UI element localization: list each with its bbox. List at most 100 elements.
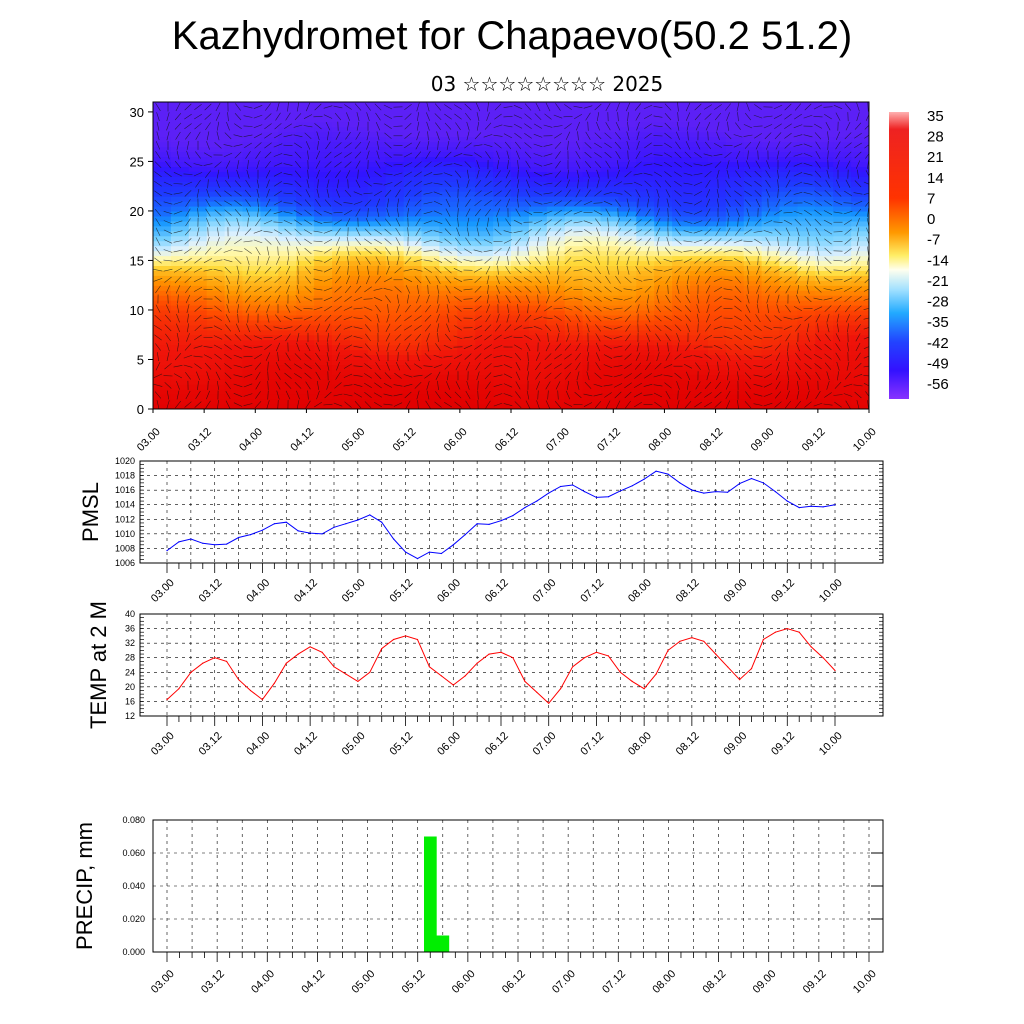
x-tick-label: 05.00: [339, 426, 367, 454]
heatmap-cell: [188, 354, 208, 361]
wind-barb: [803, 153, 813, 157]
heatmap-cell: [528, 126, 548, 133]
wind-barb: [426, 333, 430, 342]
wind-barb: [566, 380, 570, 390]
wind-barb: [465, 199, 471, 207]
wind-barb: [674, 305, 682, 312]
wind-barb: [173, 258, 183, 263]
wind-barb: [824, 257, 832, 264]
wind-barb: [693, 163, 703, 166]
wind-barb: [623, 288, 633, 291]
heatmap-cell: [349, 126, 369, 133]
heatmap-cell: [690, 305, 709, 311]
heatmap-cell: [439, 121, 458, 128]
wind-barb: [775, 381, 781, 390]
wind-barb: [784, 276, 792, 283]
wind-barb: [476, 217, 480, 227]
heatmap-cell: [600, 225, 619, 232]
heatmap-cell: [206, 131, 226, 138]
wind-barb: [806, 285, 810, 294]
wind-barb: [745, 304, 751, 313]
heatmap-cell: [851, 379, 869, 385]
wind-barb: [834, 381, 842, 389]
heatmap-cell: [600, 334, 619, 341]
heatmap-cell: [833, 225, 852, 232]
heatmap-cell: [421, 245, 440, 252]
heatmap-cell: [260, 240, 279, 247]
wind-barb: [373, 183, 383, 185]
heatmap-cell: [439, 235, 458, 242]
wind-barb: [856, 246, 860, 256]
heatmap-cell: [851, 319, 869, 326]
heatmap-cell: [815, 285, 834, 291]
heatmap-cell: [582, 354, 602, 361]
heatmap-cell: [153, 102, 172, 108]
heatmap-cell: [457, 215, 476, 222]
heatmap-cell: [188, 245, 208, 252]
heatmap-cell: [153, 191, 172, 197]
heatmap-cell: [582, 126, 602, 133]
heatmap-cell: [170, 359, 190, 366]
heatmap-cell: [367, 131, 387, 138]
heatmap-cell: [403, 290, 423, 296]
heatmap-cell: [475, 270, 494, 276]
heatmap-cell: [421, 285, 440, 291]
wind-barb: [716, 169, 720, 179]
heatmap-cell: [493, 394, 512, 400]
heatmap-cell: [725, 181, 745, 187]
wind-barb: [313, 220, 323, 224]
wind-barb: [486, 294, 490, 304]
heatmap-cell: [188, 136, 208, 143]
wind-barb: [856, 236, 860, 246]
heatmap-cell: [153, 319, 172, 326]
wind-barb: [245, 304, 251, 313]
heatmap-cell: [224, 374, 244, 380]
heatmap-cell: [743, 300, 763, 306]
wind-barb: [375, 362, 381, 371]
heatmap-cell: [153, 344, 172, 351]
wind-barb: [774, 285, 782, 293]
heatmap-cell: [690, 300, 709, 306]
heatmap-cell: [457, 191, 476, 197]
heatmap-cell: [385, 136, 405, 143]
heatmap-cell: [815, 344, 834, 351]
heatmap-cell: [332, 280, 351, 286]
wind-barb: [744, 314, 752, 322]
wind-barb: [575, 362, 581, 371]
heatmap-cell: [260, 186, 279, 192]
heatmap-cell: [618, 245, 637, 252]
wind-barb: [307, 150, 309, 160]
wind-barb: [523, 327, 533, 329]
heatmap-cell: [725, 285, 745, 291]
heatmap-cell: [332, 186, 351, 192]
heatmap-cell: [779, 235, 798, 242]
wind-barb: [406, 246, 410, 256]
wind-barb: [843, 383, 853, 388]
heatmap-cell: [170, 186, 190, 192]
heatmap-cell: [439, 215, 458, 222]
heatmap-cell: [636, 210, 655, 217]
heatmap-cell: [797, 156, 816, 163]
heatmap-cell: [349, 364, 369, 370]
wind-barb: [205, 208, 211, 217]
wind-barb: [464, 353, 472, 360]
heatmap-cell: [725, 131, 745, 138]
heatmap-cell: [170, 290, 190, 296]
heatmap-cell: [439, 205, 458, 212]
wind-barb: [273, 229, 283, 235]
wind-barb: [383, 288, 393, 291]
heatmap-cell: [403, 314, 423, 321]
wind-barb: [474, 295, 482, 303]
wind-barb: [414, 181, 422, 187]
heatmap-cell: [153, 404, 172, 409]
heatmap-cell: [690, 319, 709, 326]
wind-barb: [626, 265, 630, 275]
heatmap-cell: [206, 156, 226, 163]
heatmap-cell: [314, 379, 333, 385]
heatmap-cell: [314, 191, 333, 197]
heatmap-cell: [833, 106, 852, 113]
heatmap-cell: [475, 186, 494, 192]
wind-barb: [863, 298, 869, 301]
heatmap-cell: [690, 205, 709, 212]
wind-barb: [676, 400, 680, 409]
